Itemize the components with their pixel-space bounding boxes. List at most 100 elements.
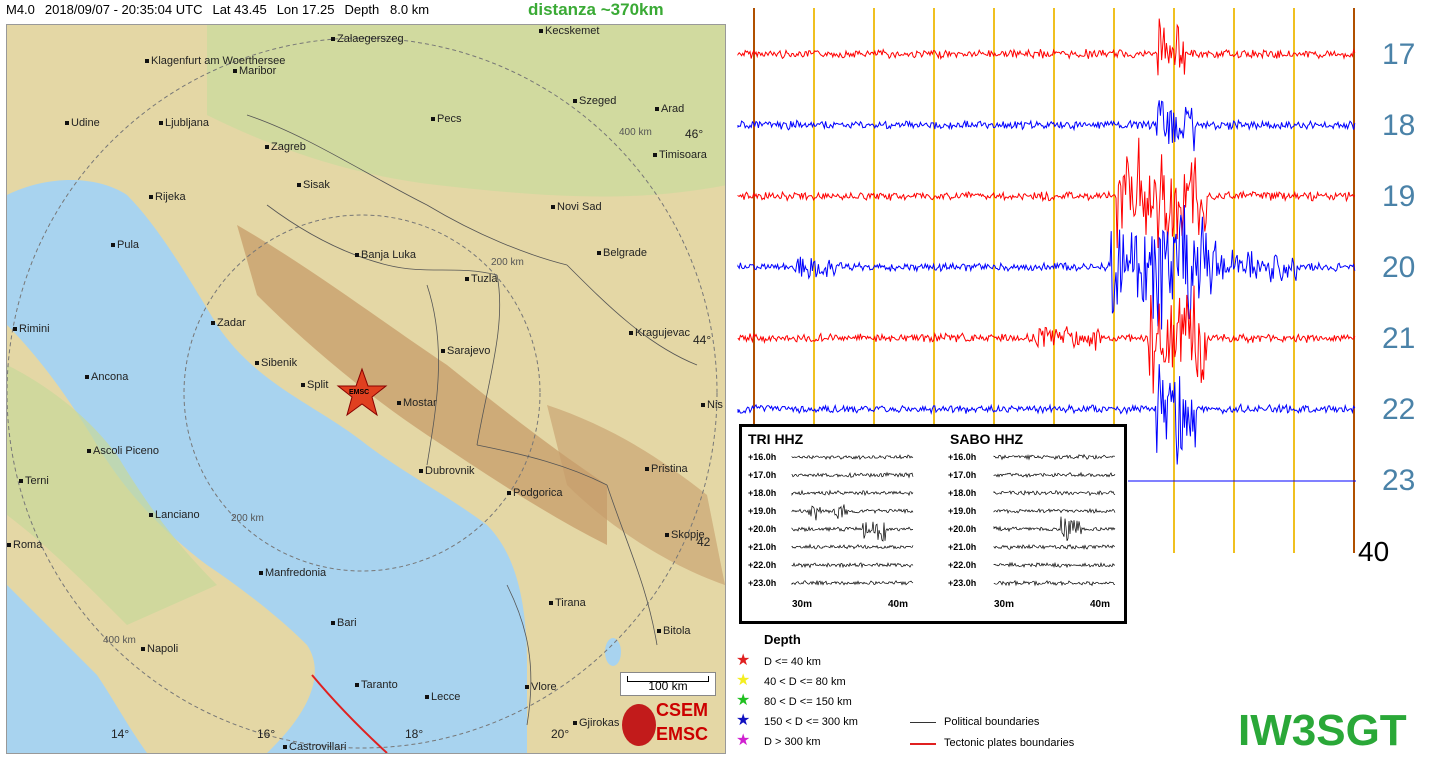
city-label: Arad xyxy=(655,103,684,115)
tectonic-line-swatch xyxy=(910,743,936,745)
inset-hour-label: +19.0h xyxy=(948,506,977,516)
grid-label: 18° xyxy=(405,727,424,741)
inset-minute-label: 40m xyxy=(1090,599,1111,610)
city-label: Sisak xyxy=(297,179,330,191)
city-label: Zagreb xyxy=(265,141,306,153)
city-label: Tuzla xyxy=(465,273,498,285)
trace-line xyxy=(737,100,1356,152)
inset-hour-label: +20.0h xyxy=(748,524,777,534)
city-label: Zadar xyxy=(211,317,246,329)
city-label: Terni xyxy=(19,475,49,487)
city-label: Split xyxy=(301,379,328,391)
legend-tectonic: Tectonic plates boundaries xyxy=(944,737,1075,749)
grid-label: 14° xyxy=(111,727,130,741)
city-label: Maribor xyxy=(233,65,276,77)
grid-label: 44° xyxy=(693,333,712,347)
city-label: Nis xyxy=(701,399,723,411)
city-label: Castrovillari xyxy=(283,741,346,753)
legend-political: Political boundaries xyxy=(944,716,1040,728)
city-label: Manfredonia xyxy=(259,567,326,579)
city-label: Sibenik xyxy=(255,357,297,369)
city-label: Roma xyxy=(7,539,42,551)
political-line-swatch xyxy=(910,722,936,723)
legend-depth-row: 40 < D <= 80 km xyxy=(764,676,846,688)
city-label: Dubrovnik xyxy=(419,465,475,477)
trace-line xyxy=(737,285,1356,394)
legend-depth-row: 80 < D <= 150 km xyxy=(764,696,852,708)
inset-hour-label: +18.0h xyxy=(748,488,777,498)
inset-minute-label: 30m xyxy=(994,599,1015,610)
event-lat: Lat 43.45 xyxy=(212,2,267,17)
event-datetime: 2018/09/07 - 20:35:04 UTC xyxy=(44,2,203,17)
trace-line xyxy=(737,364,1356,465)
legend-depth-row: D > 300 km xyxy=(764,736,821,748)
inset-hour-label: +17.0h xyxy=(948,470,977,480)
inset-hour-label: +21.0h xyxy=(748,542,777,552)
city-label: Vlore xyxy=(525,681,557,693)
epicenter-map[interactable]: EMSC Zalaegerszeg Kecskemet Klagenfurt a… xyxy=(6,24,726,754)
legend-depth-row: 150 < D <= 300 km xyxy=(764,716,858,728)
city-label: Bari xyxy=(331,617,357,629)
distance-label: distanza ~370km xyxy=(528,0,664,19)
grid-label: 46° xyxy=(685,127,704,141)
city-label: Tirana xyxy=(549,597,586,609)
city-label: Sarajevo xyxy=(441,345,490,357)
inset-minute-label: 40m xyxy=(888,599,909,610)
hour-label: 19 xyxy=(1382,180,1416,213)
event-magnitude: M4.0 xyxy=(6,2,35,17)
hour-label: 21 xyxy=(1382,322,1416,355)
logo-emsc-text: EMSC xyxy=(656,724,709,744)
inset-title-right: SABO HHZ xyxy=(950,431,1024,447)
hour-label: 18 xyxy=(1382,109,1416,142)
inset-minute-label: 30m xyxy=(792,599,813,610)
inset-hour-label: +22.0h xyxy=(948,560,977,570)
star-icon: ★ xyxy=(736,672,751,689)
inset-hour-label: +16.0h xyxy=(948,452,977,462)
trace-line xyxy=(737,204,1356,330)
ring-label: 400 km xyxy=(619,127,652,138)
city-label: Napoli xyxy=(141,643,178,655)
inset-title-left: TRI HHZ xyxy=(748,431,804,447)
inset-hour-label: +23.0h xyxy=(948,578,977,588)
hour-label: 22 xyxy=(1382,393,1416,426)
event-lon: Lon 17.25 xyxy=(276,2,335,17)
epicenter-star xyxy=(336,367,388,417)
map-legend: Depth ★ D <= 40 km ★ 40 < D <= 80 km ★ 8… xyxy=(734,630,1134,755)
city-label: Bitola xyxy=(657,625,691,637)
city-label: Taranto xyxy=(355,679,398,691)
city-label: Rijeka xyxy=(149,191,186,203)
inset-hour-label: +21.0h xyxy=(948,542,977,552)
city-label: Podgorica xyxy=(507,487,563,499)
callsign: IW3SGT xyxy=(1238,706,1407,755)
city-label: Rimini xyxy=(13,323,50,335)
city-label: Ancona xyxy=(85,371,128,383)
hour-label: 17 xyxy=(1382,38,1416,71)
city-label: Timisoara xyxy=(653,149,707,161)
city-label: Zalaegerszeg xyxy=(331,33,404,45)
map-scale-label: 100 km xyxy=(648,679,688,693)
city-label: Skopje xyxy=(665,529,705,541)
ring-label: 400 km xyxy=(103,635,136,646)
event-header: M4.0 2018/09/07 - 20:35:04 UTC Lat 43.45 Lo… xyxy=(6,2,439,17)
city-label: Pula xyxy=(111,239,139,251)
star-icon: ★ xyxy=(736,652,751,669)
grid-label: 20° xyxy=(551,727,570,741)
inset-traces xyxy=(791,453,1116,587)
ring-label: 200 km xyxy=(491,257,524,268)
city-label: Pristina xyxy=(645,463,688,475)
inset-hour-label: +22.0h xyxy=(748,560,777,570)
city-label: Kragujevac xyxy=(629,327,690,339)
star-icon: ★ xyxy=(736,712,751,729)
grid-label: 42 xyxy=(697,535,711,549)
legend-depth-row: D <= 40 km xyxy=(764,656,821,668)
city-label: Ljubljana xyxy=(159,117,209,129)
city-label: Belgrade xyxy=(597,247,647,259)
inset-hour-label: +17.0h xyxy=(748,470,777,480)
minute-label: 40 xyxy=(1358,536,1390,567)
grid-label: 16° xyxy=(257,727,276,741)
csem-emsc-logo: CSEM EMSC xyxy=(620,698,720,754)
city-label: Mostar xyxy=(397,397,437,409)
trace-line xyxy=(737,18,1356,76)
ring-label: 200 km xyxy=(231,513,264,524)
inset-hour-label: +19.0h xyxy=(748,506,777,516)
